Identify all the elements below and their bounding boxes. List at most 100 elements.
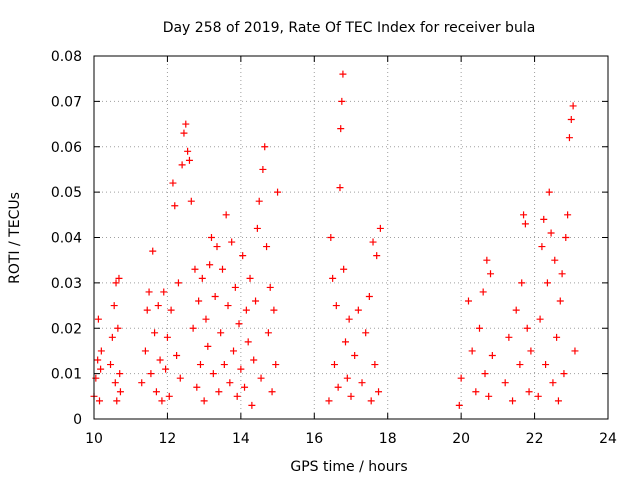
data-point — [115, 274, 123, 282]
data-point — [241, 383, 249, 391]
data-point — [509, 397, 517, 405]
data-point — [180, 129, 188, 137]
data-point — [152, 388, 160, 396]
data-point — [114, 324, 122, 332]
data-point — [571, 347, 579, 355]
data-point — [92, 374, 100, 382]
y-tick-label: 0.07 — [51, 94, 82, 110]
data-point — [527, 347, 535, 355]
data-point — [113, 397, 121, 405]
x-tick-label: 24 — [599, 431, 617, 447]
data-point — [160, 288, 168, 296]
data-point — [97, 365, 105, 373]
data-points — [90, 70, 579, 409]
data-point — [487, 270, 495, 278]
x-tick-label: 22 — [526, 431, 544, 447]
data-point — [365, 292, 373, 300]
data-point — [340, 265, 348, 273]
data-point — [226, 379, 234, 387]
data-point — [464, 297, 472, 305]
data-point — [330, 361, 338, 369]
data-point — [536, 315, 544, 323]
data-point — [542, 361, 550, 369]
data-point — [362, 329, 370, 337]
data-point — [138, 379, 146, 387]
data-point — [94, 356, 102, 364]
data-point — [141, 347, 149, 355]
data-point — [248, 401, 256, 409]
data-point — [145, 288, 153, 296]
x-axis-label: GPS time / hours — [290, 459, 407, 475]
data-point — [110, 302, 118, 310]
data-point — [567, 116, 575, 124]
data-point — [476, 324, 483, 332]
data-point — [268, 388, 276, 396]
data-point — [549, 379, 557, 387]
data-point — [264, 329, 272, 337]
data-point — [202, 315, 210, 323]
data-point — [206, 261, 214, 269]
data-point — [204, 342, 212, 350]
data-point — [116, 388, 124, 396]
data-point — [345, 315, 353, 323]
data-point — [116, 370, 124, 378]
data-point — [209, 370, 217, 378]
data-point — [472, 388, 480, 396]
data-point — [367, 397, 375, 405]
data-point — [376, 224, 384, 232]
data-point — [354, 306, 362, 314]
data-point — [224, 302, 232, 310]
data-point — [228, 238, 236, 246]
data-point — [178, 161, 186, 169]
data-point — [325, 397, 333, 405]
x-tick-label: 14 — [232, 431, 250, 447]
data-point — [341, 338, 349, 346]
data-point — [337, 125, 345, 133]
data-point — [174, 279, 182, 287]
data-point — [457, 374, 465, 382]
data-point — [151, 329, 159, 337]
data-point — [534, 392, 542, 400]
data-point — [215, 388, 223, 396]
data-point — [339, 70, 347, 78]
data-point — [173, 351, 181, 359]
x-tick-label: 20 — [452, 431, 470, 447]
data-point — [211, 292, 219, 300]
y-tick-label: 0.06 — [51, 140, 82, 156]
y-tick-label: 0.04 — [51, 231, 82, 247]
data-point — [167, 306, 175, 314]
data-point — [334, 383, 342, 391]
data-point — [274, 188, 282, 196]
data-point — [169, 179, 177, 187]
data-point — [252, 297, 260, 305]
data-point — [96, 397, 104, 405]
x-tick-label: 16 — [305, 431, 323, 447]
data-point — [569, 102, 577, 110]
data-point — [371, 361, 379, 369]
y-axis-ticks: 0 0.01 0.02 0.03 0.04 0.05 0.06 0.07 0.08 — [51, 49, 608, 428]
data-point — [193, 383, 201, 391]
data-point — [547, 229, 555, 237]
data-point — [107, 361, 115, 369]
data-point — [253, 224, 261, 232]
data-point — [481, 370, 489, 378]
data-point — [94, 315, 102, 323]
data-point — [213, 243, 221, 251]
y-tick-label: 0.02 — [51, 321, 82, 337]
grid-lines — [94, 56, 608, 419]
y-tick-label: 0.05 — [51, 185, 82, 201]
x-tick-label: 18 — [379, 431, 397, 447]
data-point — [483, 256, 491, 264]
data-point — [156, 356, 164, 364]
data-point — [250, 356, 258, 364]
data-point — [553, 333, 561, 341]
data-point — [272, 361, 280, 369]
data-point — [336, 184, 344, 192]
data-point — [217, 329, 225, 337]
x-tick-label: 12 — [159, 431, 177, 447]
data-point — [219, 265, 226, 273]
data-point — [111, 379, 119, 387]
data-point — [112, 279, 120, 287]
data-point — [560, 370, 568, 378]
